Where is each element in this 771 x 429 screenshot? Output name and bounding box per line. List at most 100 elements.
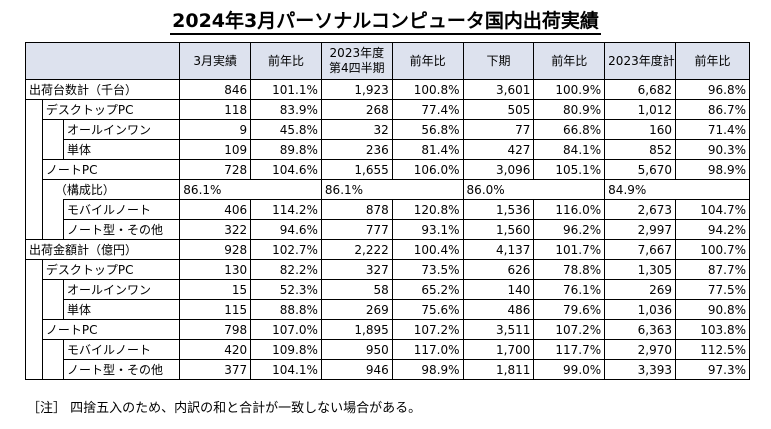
table-row: ノートPC 798 107.0% 1,895 107.2% 3,511 107.2% 6,36… [25,319,751,340]
ratio-cell [250,179,322,200]
value-cell: 505 [462,99,535,120]
value-cell: 58 [320,279,393,300]
ratio-cell: 104.1% [250,359,322,380]
ratio-cell: 99.0% [533,359,606,380]
indent-spacer [41,299,65,320]
row-label: ノートPC [41,319,181,340]
value-cell: 2,222 [320,239,393,260]
row-label: 単体 [63,299,181,320]
indent-spacer [25,339,43,360]
indent-spacer [41,139,65,160]
ratio-cell: 114.2% [250,199,322,220]
value-cell: 1,811 [462,359,535,380]
value-cell: 118 [179,99,252,120]
header-cell: 3月実績 [179,42,252,80]
value-cell: 86.1% [179,179,251,200]
indent-spacer [25,159,43,180]
value-cell: 5,670 [604,159,676,180]
value-cell: 3,601 [462,79,535,100]
value-cell: 878 [320,199,393,220]
table-row: 出荷金額計（億円） 928 102.7% 2,222 100.4% 4,137 101.7%… [24,239,751,260]
table-row: デスクトップPC 130 82.2% 327 73.5% 626 78.8% 1,305 87.… [25,259,751,280]
value-cell: 626 [462,259,535,280]
table-row: モバイルノート 420 109.8% 950 117.0% 1,700 117.7% 2,97… [25,339,751,360]
value-cell: 427 [462,139,535,160]
ratio-cell: 102.7% [250,239,322,260]
ratio-cell: 52.3% [250,279,322,300]
ratio-cell: 90.8% [674,299,751,320]
ratio-cell: 86.7% [674,99,751,120]
ratio-cell: 100.9% [533,79,606,100]
ratio-cell: 116.0% [533,199,606,220]
indent-spacer [25,259,43,280]
row-label: 出荷台数計（千台） [24,79,181,100]
ratio-cell: 82.2% [250,259,322,280]
indent-spacer [41,279,65,300]
value-cell: 1,700 [462,339,535,360]
header-cell: 2023年度計 [604,42,676,80]
ratio-cell: 94.2% [674,219,751,240]
shipment-table: 3月実績 前年比 2023年度 第4四半期 前年比 下期 前年比 2023年度計… [24,42,751,380]
value-cell: 130 [179,259,252,280]
table-row: ノート型・その他 322 94.6% 777 93.1% 1,560 96.2% 2,997 9… [25,219,751,240]
ratio-cell: 90.3% [674,139,751,160]
ratio-cell: 89.8% [250,139,322,160]
indent-spacer [25,139,43,160]
value-cell: 1,012 [604,99,676,120]
header-corner [24,42,181,80]
ratio-cell: 104.6% [250,159,322,180]
table-row: オールインワン 9 45.8% 32 56.8% 77 66.8% 160 71.4% [25,119,751,140]
ratio-cell: 98.9% [391,359,464,380]
value-cell: 486 [462,299,535,320]
indent-spacer [25,99,43,120]
indent-spacer [25,279,43,300]
value-cell: 777 [320,219,393,240]
row-label: モバイルノート [63,339,181,360]
ratio-cell: 100.8% [391,79,464,100]
value-cell: 928 [179,239,252,260]
row-label: デスクトップPC [41,259,181,280]
value-cell: 2,970 [604,339,676,360]
ratio-cell: 45.8% [250,119,322,140]
row-label: ノートPC [41,159,181,180]
indent-spacer [25,319,43,340]
ratio-cell: 120.8% [391,199,464,220]
ratio-cell: 100.4% [391,239,464,260]
table-row: ノートPC 728 104.6% 1,655 106.0% 3,096 105.1% 5,67… [25,159,751,180]
ratio-cell: 107.0% [250,319,322,340]
table-row: デスクトップPC 118 83.9% 268 77.4% 505 80.9% 1,012 86.… [25,99,751,120]
indent-spacer [41,219,65,240]
row-label: ノート型・その他 [63,219,181,240]
indent-spacer [25,179,43,200]
ratio-cell: 77.5% [674,279,751,300]
ratio-cell: 107.2% [391,319,464,340]
value-cell: 7,667 [604,239,676,260]
value-cell: 3,511 [462,319,535,340]
value-cell: 86.0% [462,179,534,200]
table-row: ノート型・その他 377 104.1% 946 98.9% 1,811 99.0% 3,393… [25,359,751,380]
value-cell: 15 [179,279,252,300]
value-cell: 852 [604,139,676,160]
header-row: 3月実績 前年比 2023年度 第4四半期 前年比 下期 前年比 2023年度計… [24,42,751,80]
value-cell: 1,305 [604,259,676,280]
ratio-cell: 79.6% [533,299,606,320]
ratio-cell: 73.5% [391,259,464,280]
ratio-cell [392,179,464,200]
value-cell: 728 [179,159,252,180]
ratio-cell: 65.2% [391,279,464,300]
row-label: （構成比） [41,179,181,200]
ratio-cell: 81.4% [391,139,464,160]
header-cell: 前年比 [533,42,606,80]
value-cell: 77 [462,119,535,140]
value-cell: 268 [320,99,393,120]
ratio-cell: 84.1% [533,139,606,160]
value-cell: 846 [179,79,252,100]
ratio-cell: 94.6% [250,219,322,240]
value-cell: 32 [320,119,393,140]
ratio-cell: 105.1% [533,159,606,180]
ratio-cell: 80.9% [533,99,606,120]
ratio-cell: 96.2% [533,219,606,240]
value-cell: 269 [604,279,676,300]
value-cell: 946 [320,359,393,380]
indent-spacer [25,199,43,220]
